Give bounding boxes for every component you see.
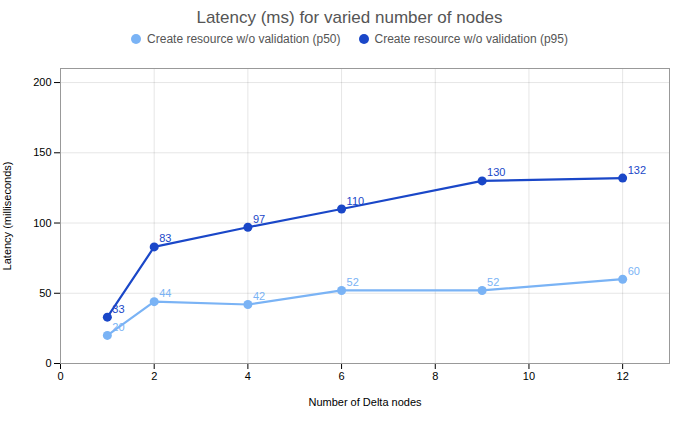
svg-text:12: 12 (617, 370, 629, 382)
svg-text:0: 0 (57, 370, 63, 382)
svg-text:44: 44 (159, 287, 171, 299)
html-text:Latency (ms) for varied number: Latency (ms) for varied number of nodes (196, 8, 503, 27)
svg-text:Number of Delta nodes: Number of Delta nodes (308, 396, 422, 408)
svg-text:200: 200 (33, 76, 51, 88)
svg-text:50: 50 (39, 287, 51, 299)
svg-text:110: 110 (347, 194, 365, 206)
svg-text:83: 83 (159, 232, 171, 244)
svg-text:33: 33 (112, 303, 124, 315)
svg-text:132: 132 (628, 164, 646, 176)
html-text:Create resource w/o validation: Create resource w/o validation (p95) (374, 32, 568, 46)
svg-text:Latency (milliseconds): Latency (milliseconds) (1, 162, 13, 271)
svg-text:6: 6 (339, 370, 345, 382)
svg-text:97: 97 (253, 213, 265, 225)
svg-text:4: 4 (245, 370, 251, 382)
svg-text:10: 10 (523, 370, 535, 382)
svg-text:8: 8 (432, 370, 438, 382)
svg-text:130: 130 (487, 166, 505, 178)
svg-text:52: 52 (487, 276, 499, 288)
html-text:Create resource w/o validation: Create resource w/o validation (p50) (147, 32, 341, 46)
svg-text:42: 42 (253, 290, 265, 302)
svg-text:52: 52 (347, 276, 359, 288)
svg-text:60: 60 (628, 265, 640, 277)
svg-text:100: 100 (33, 217, 51, 229)
svg-text:0: 0 (45, 357, 51, 369)
svg-text:20: 20 (112, 321, 124, 333)
svg-text:150: 150 (33, 146, 51, 158)
svg-text:2: 2 (151, 370, 157, 382)
